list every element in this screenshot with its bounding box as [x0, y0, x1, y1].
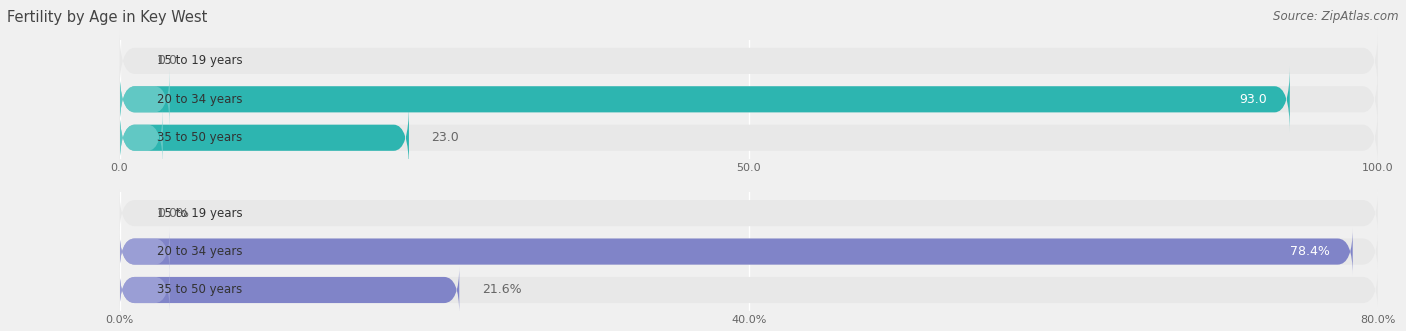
- Text: 21.6%: 21.6%: [482, 283, 522, 297]
- FancyBboxPatch shape: [120, 266, 170, 314]
- FancyBboxPatch shape: [120, 228, 1353, 275]
- Text: 15 to 19 years: 15 to 19 years: [157, 207, 243, 220]
- Text: 20 to 34 years: 20 to 34 years: [157, 93, 243, 106]
- Text: 23.0: 23.0: [432, 131, 460, 144]
- Text: 35 to 50 years: 35 to 50 years: [157, 131, 242, 144]
- FancyBboxPatch shape: [120, 228, 1378, 275]
- FancyBboxPatch shape: [120, 105, 1378, 171]
- FancyBboxPatch shape: [120, 66, 1289, 132]
- Text: 0.0%: 0.0%: [157, 207, 190, 220]
- FancyBboxPatch shape: [120, 266, 1378, 314]
- Text: 93.0: 93.0: [1240, 93, 1267, 106]
- FancyBboxPatch shape: [120, 228, 170, 275]
- Text: 15 to 19 years: 15 to 19 years: [157, 54, 243, 68]
- Text: Fertility by Age in Key West: Fertility by Age in Key West: [7, 10, 208, 25]
- FancyBboxPatch shape: [120, 266, 460, 314]
- FancyBboxPatch shape: [120, 105, 163, 171]
- FancyBboxPatch shape: [120, 28, 1378, 94]
- Text: 35 to 50 years: 35 to 50 years: [157, 283, 242, 297]
- Text: 78.4%: 78.4%: [1291, 245, 1330, 258]
- Text: Source: ZipAtlas.com: Source: ZipAtlas.com: [1274, 10, 1399, 23]
- Text: 0.0: 0.0: [157, 54, 177, 68]
- FancyBboxPatch shape: [120, 66, 1378, 132]
- FancyBboxPatch shape: [120, 105, 409, 171]
- Text: 20 to 34 years: 20 to 34 years: [157, 245, 243, 258]
- FancyBboxPatch shape: [120, 66, 170, 132]
- FancyBboxPatch shape: [120, 189, 1378, 237]
